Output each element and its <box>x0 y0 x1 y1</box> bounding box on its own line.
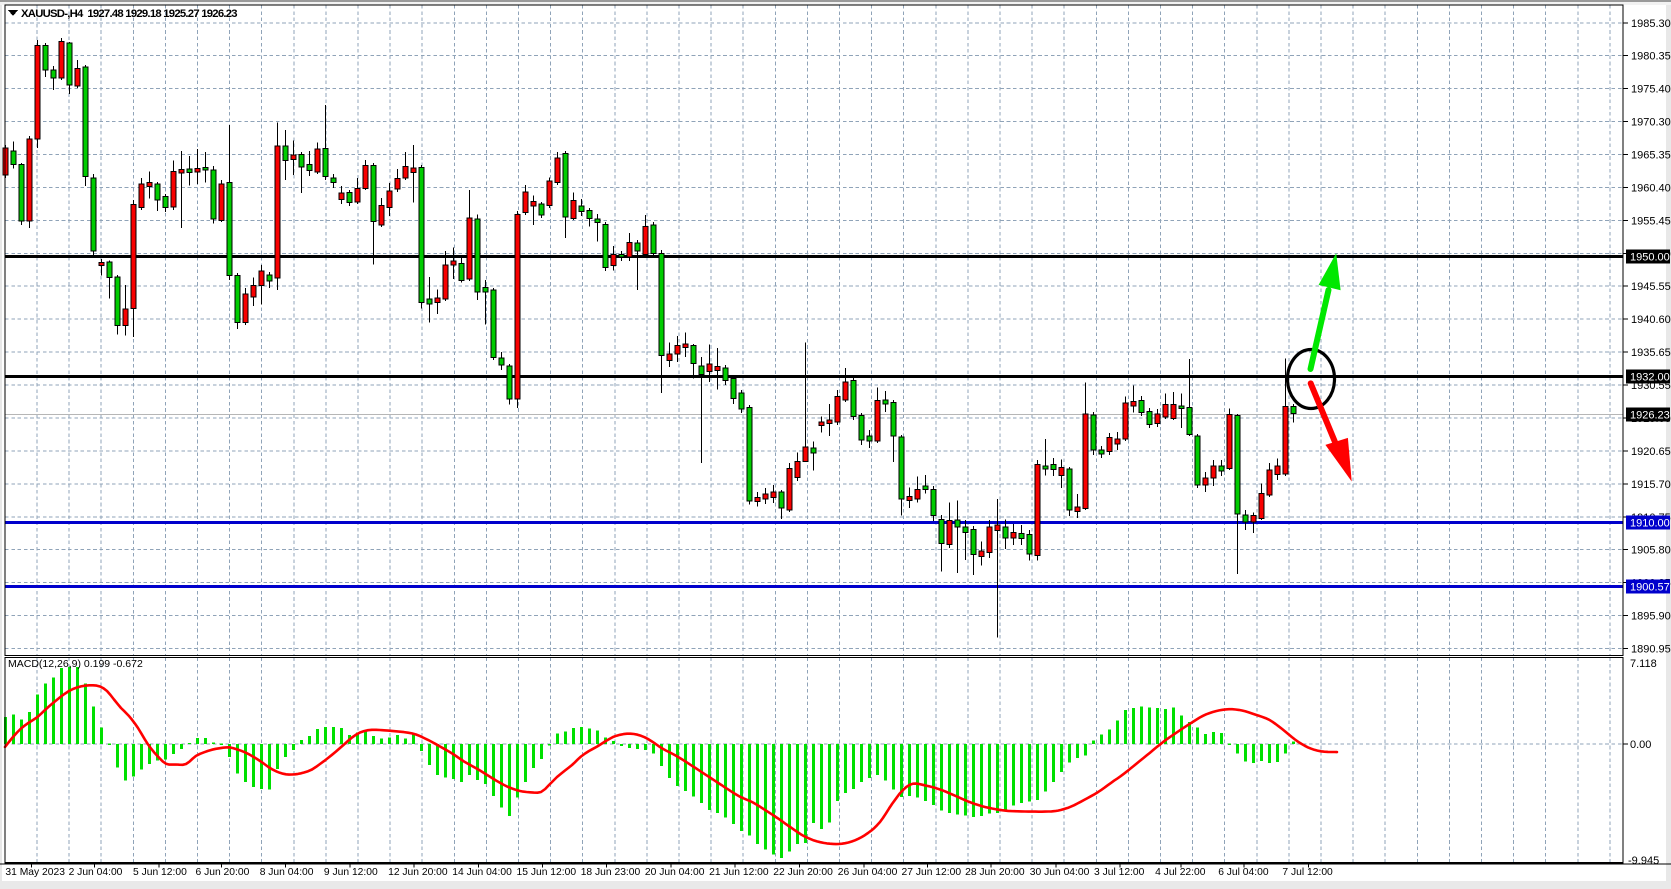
svg-text:7 Jul 12:00: 7 Jul 12:00 <box>1282 867 1333 878</box>
svg-text:1932.00: 1932.00 <box>1630 372 1670 384</box>
svg-text:2 Jun 04:00: 2 Jun 04:00 <box>69 867 123 878</box>
svg-text:1920.65: 1920.65 <box>1631 446 1671 458</box>
svg-text:1985.30: 1985.30 <box>1631 18 1671 30</box>
svg-text:1960.40: 1960.40 <box>1631 183 1671 195</box>
svg-text:1935.65: 1935.65 <box>1631 347 1671 359</box>
svg-text:1926.23: 1926.23 <box>1630 410 1670 422</box>
svg-text:14 Jun 04:00: 14 Jun 04:00 <box>452 867 512 878</box>
svg-text:1900.57: 1900.57 <box>1630 582 1670 594</box>
svg-text:6 Jul 04:00: 6 Jul 04:00 <box>1218 867 1269 878</box>
svg-text:1980.35: 1980.35 <box>1631 51 1671 63</box>
svg-text:1955.45: 1955.45 <box>1631 215 1671 227</box>
svg-text:12 Jun 20:00: 12 Jun 20:00 <box>388 867 448 878</box>
svg-text:6 Jun 20:00: 6 Jun 20:00 <box>196 867 250 878</box>
svg-text:15 Jun 12:00: 15 Jun 12:00 <box>517 867 577 878</box>
svg-text:20 Jun 04:00: 20 Jun 04:00 <box>645 867 705 878</box>
svg-text:XAUUSD-,H4 1927.48 1929.18 19: XAUUSD-,H4 1927.48 1929.18 1925.27 1926.… <box>21 8 237 20</box>
svg-text:8 Jun 04:00: 8 Jun 04:00 <box>260 867 314 878</box>
svg-text:1910.00: 1910.00 <box>1630 518 1670 530</box>
svg-text:21 Jun 12:00: 21 Jun 12:00 <box>709 867 769 878</box>
svg-text:27 Jun 12:00: 27 Jun 12:00 <box>902 867 962 878</box>
svg-text:26 Jun 04:00: 26 Jun 04:00 <box>838 867 898 878</box>
svg-text:30 Jun 04:00: 30 Jun 04:00 <box>1030 867 1090 878</box>
svg-text:18 Jun 23:00: 18 Jun 23:00 <box>581 867 641 878</box>
svg-text:9 Jun 12:00: 9 Jun 12:00 <box>324 867 378 878</box>
svg-text:1915.70: 1915.70 <box>1631 479 1671 491</box>
svg-text:1890.95: 1890.95 <box>1631 644 1671 656</box>
svg-text:7.118: 7.118 <box>1630 658 1657 670</box>
svg-text:4 Jul 22:00: 4 Jul 22:00 <box>1155 867 1206 878</box>
svg-text:1940.60: 1940.60 <box>1631 314 1671 326</box>
svg-text:31 May 2023: 31 May 2023 <box>5 867 65 878</box>
svg-text:3 Jul 12:00: 3 Jul 12:00 <box>1094 867 1145 878</box>
svg-text:MACD(12,26,9) 0.199 -0.672: MACD(12,26,9) 0.199 -0.672 <box>8 658 143 670</box>
svg-text:5 Jun 12:00: 5 Jun 12:00 <box>133 867 187 878</box>
svg-text:22 Jun 20:00: 22 Jun 20:00 <box>773 867 833 878</box>
svg-text:1895.90: 1895.90 <box>1631 611 1671 623</box>
svg-text:0.00: 0.00 <box>1630 739 1651 751</box>
svg-text:1905.80: 1905.80 <box>1631 545 1671 557</box>
svg-text:1950.00: 1950.00 <box>1630 252 1670 264</box>
svg-text:28 Jun 20:00: 28 Jun 20:00 <box>965 867 1025 878</box>
svg-text:1975.40: 1975.40 <box>1631 84 1671 96</box>
svg-text:1970.30: 1970.30 <box>1631 117 1671 129</box>
svg-text:1965.35: 1965.35 <box>1631 150 1671 162</box>
svg-text:-9.945: -9.945 <box>1628 855 1659 867</box>
svg-text:1945.55: 1945.55 <box>1631 281 1671 293</box>
